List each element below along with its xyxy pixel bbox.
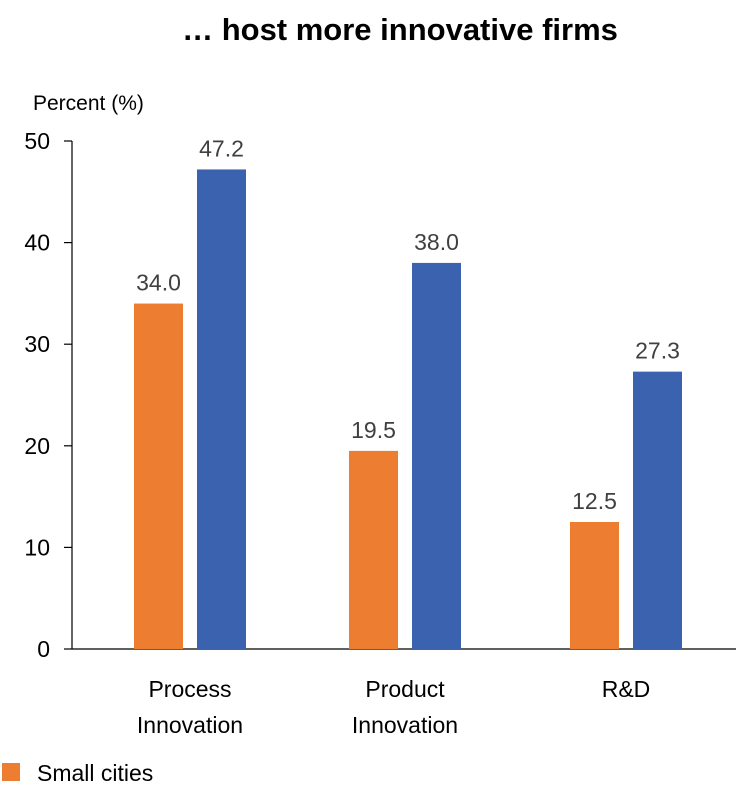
data-label: 34.0 [136, 270, 181, 296]
bar-series-2-cat-3 [633, 371, 682, 649]
y-tick-label: 40 [24, 230, 50, 256]
category-label: R&D [602, 676, 651, 702]
bar-series-1-cat-1 [134, 303, 183, 649]
legend-swatch [2, 763, 20, 781]
data-label: 47.2 [199, 135, 244, 161]
legend-label: Small cities [37, 760, 153, 786]
y-tick-label: 10 [24, 534, 50, 560]
data-labels: 34.0 47.2 19.5 38.0 12.5 27.3 [136, 135, 680, 514]
y-tick-label: 30 [24, 331, 50, 357]
category-labels: Process Innovation Product Innovation R&D [137, 676, 650, 738]
category-label: Product [365, 676, 445, 702]
y-tick-label: 0 [37, 636, 50, 662]
chart-title: … host more innovative firms [182, 12, 618, 47]
bar-series-1-cat-2 [349, 450, 398, 649]
y-tick-label: 20 [24, 433, 50, 459]
bar-series-1-cat-3 [570, 522, 619, 649]
bar-series-2-cat-2 [412, 262, 461, 649]
bars [134, 169, 682, 649]
y-tick-label: 50 [24, 128, 50, 154]
category-label: Innovation [137, 712, 243, 738]
data-label: 38.0 [414, 229, 459, 255]
y-axis-label: Percent (%) [33, 92, 144, 115]
data-label: 12.5 [572, 488, 617, 514]
legend: Small cities [2, 760, 153, 786]
data-label: 19.5 [351, 417, 396, 443]
y-ticks: 0 10 20 30 40 50 [24, 128, 72, 662]
category-label: Innovation [352, 712, 458, 738]
data-label: 27.3 [635, 338, 680, 364]
bar-series-2-cat-1 [197, 169, 246, 649]
category-label: Process [148, 676, 231, 702]
